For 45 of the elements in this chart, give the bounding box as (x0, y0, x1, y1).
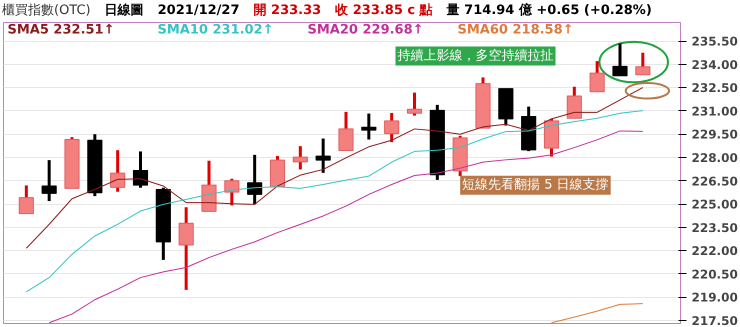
candlestick (338, 112, 354, 152)
candlestick (590, 61, 605, 92)
candlestick (635, 52, 650, 76)
y-tick-label: 222.00 (692, 244, 738, 258)
candlestick (42, 160, 57, 202)
y-tick-label: 226.50 (692, 174, 738, 188)
candlestick (316, 138, 331, 173)
text: SMA60 218.58↑ (458, 22, 574, 38)
candlestick (384, 112, 400, 142)
y-tick-label: 235.50 (692, 34, 738, 49)
y-tick-label: 232.50 (692, 81, 738, 96)
y-tick-label: 225.00 (692, 198, 738, 212)
y-tick-label: 234.00 (692, 58, 738, 72)
y-tick-label: 229.50 (692, 128, 738, 142)
annotation: 持續上影線，多空持續拉扯 (398, 48, 554, 64)
candlestick (406, 92, 422, 116)
y-tick-label: 231.00 (692, 104, 738, 118)
text: 2021/12/27 (158, 3, 240, 18)
y-tick-label: 217.50 (692, 314, 738, 327)
candlestick (247, 154, 262, 204)
candlestick (361, 114, 376, 140)
candlestick (292, 146, 308, 170)
text: SMA5 232.51↑ (8, 22, 114, 38)
annotation: 短線先看翻揚 5 日線支撐 (462, 178, 609, 193)
y-tick-label: 228.00 (692, 150, 738, 165)
candlestick (132, 151, 148, 188)
text: 收 233.85 c 點 (335, 3, 433, 18)
text: 量 714.94 億 +0.65 (+0.28%) (446, 3, 652, 18)
chart-title: 櫃買指數(OTC) (2, 3, 91, 18)
line-series (550, 303, 644, 324)
text: 日線圖 (104, 3, 144, 18)
candlestick (612, 43, 628, 76)
line-series (48, 130, 644, 324)
candlestick (110, 150, 126, 192)
candlestick (18, 185, 34, 214)
y-tick-label: 220.50 (692, 267, 738, 282)
y-tick-label: 223.50 (692, 220, 738, 235)
y-tick-label: 219.00 (692, 290, 738, 305)
text: SMA20 229.68↑ (308, 22, 424, 38)
candlestick (178, 207, 194, 290)
candlestick (566, 86, 582, 119)
line-series (26, 110, 644, 292)
text: SMA10 231.02↑ (158, 22, 274, 38)
text: 開 233.33 (254, 3, 322, 18)
line-series (26, 87, 644, 249)
